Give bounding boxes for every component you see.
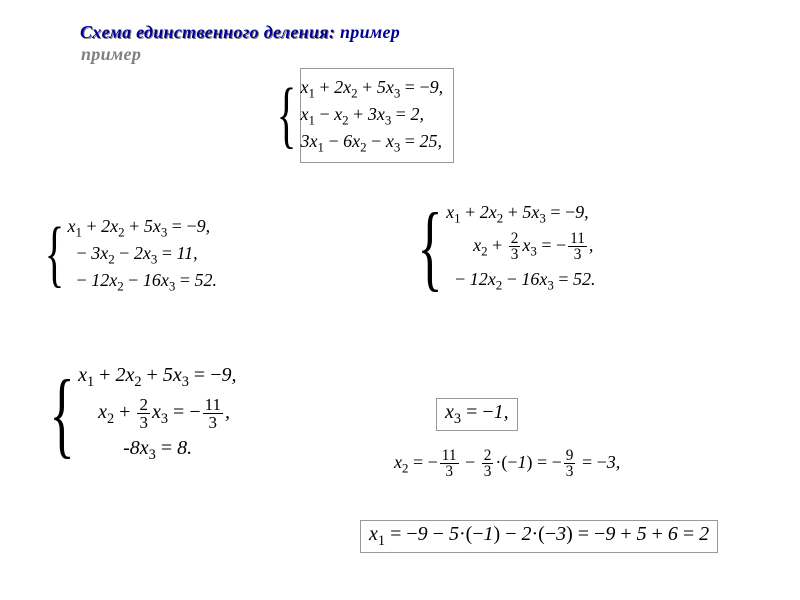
equation-row: x1 − x2 + 3x3 = 2, [301, 102, 444, 129]
equation-row: x1 + 2x2 + 5x3 = −9, [446, 200, 595, 227]
system-step2-left: { x1 + 2x2 + 5x3 = −9, x2 + 23x3 = −113,… [26, 362, 236, 466]
equation-block: x1 + 2x2 + 5x3 = −9, − 3x2 − 2x3 = 11, −… [68, 214, 217, 295]
system-step1-right: { x1 + 2x2 + 5x3 = −9, x2 + 23x3 = −113,… [394, 200, 596, 294]
equation-row: x1 + 2x2 + 5x3 = −9, [68, 214, 217, 241]
equation-row: − 12x2 − 16x3 = 52. [446, 267, 595, 294]
result-x2: x2 = −113 − 23·(−1) = −93 = −3, [394, 448, 620, 480]
equation-row: x1 + 2x2 + 5x3 = −9, [301, 75, 444, 102]
equation-row: x2 + 23x3 = −113, [446, 231, 595, 263]
result-x3: x3 = −1, [436, 398, 518, 431]
brace-icon: { [45, 221, 68, 288]
equation-row: 3x1 − 6x2 − x3 = 25, [301, 129, 444, 156]
equation-row: -8x3 = 8. [78, 435, 236, 465]
page-title: Схема единственного деления: пример Схем… [80, 22, 400, 43]
brace-icon: { [277, 82, 300, 149]
equation-row: x2 + 23x3 = −113, [78, 396, 236, 431]
system-original: { x1 + 2x2 + 5x3 = −9, x1 − x2 + 3x3 = 2… [258, 68, 454, 163]
title-text: Схема единственного деления: пример [80, 22, 400, 42]
equation-row: − 12x2 − 16x3 = 52. [68, 268, 217, 295]
equation-row: x1 + 2x2 + 5x3 = −9, [78, 362, 236, 392]
result-x1: x1 = −9 − 5·(−1) − 2·(−3) = −9 + 5 + 6 =… [360, 520, 718, 553]
equation-row: − 3x2 − 2x3 = 11, [68, 241, 217, 268]
system-step1-left: { x1 + 2x2 + 5x3 = −9, − 3x2 − 2x3 = 11,… [26, 214, 217, 295]
brace-icon: { [49, 371, 78, 457]
equation-block: x1 + 2x2 + 5x3 = −9, x2 + 23x3 = −113, −… [446, 200, 595, 294]
equation-block: x1 + 2x2 + 5x3 = −9, x1 − x2 + 3x3 = 2, … [300, 68, 455, 163]
brace-icon: { [417, 204, 446, 290]
equation-block: x1 + 2x2 + 5x3 = −9, x2 + 23x3 = −113, -… [78, 362, 236, 466]
